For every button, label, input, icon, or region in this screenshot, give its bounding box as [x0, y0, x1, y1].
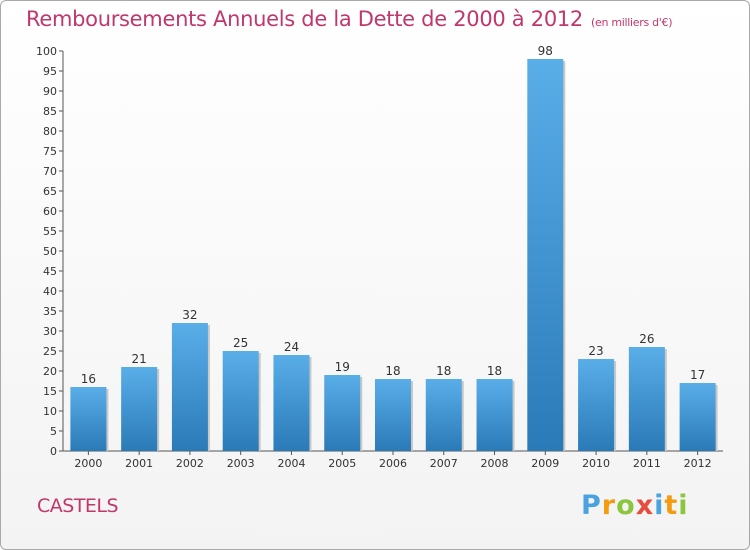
y-tick-label: 85 [43, 105, 57, 118]
data-label-2004: 24 [284, 340, 299, 354]
y-tick-label: 90 [43, 85, 57, 98]
x-tick-label: 2000 [74, 457, 102, 470]
commune-name: CASTELS [37, 495, 119, 517]
bar-2003[interactable] [222, 351, 259, 451]
y-tick-label: 30 [43, 325, 57, 338]
data-label-2007: 18 [436, 364, 451, 378]
chart-axes: 0 5 10 15 20 25 30 35 40 45 50 55 60 65 70 75 80 85 90 95 10… [36, 45, 723, 470]
y-tick-label: 80 [43, 125, 57, 138]
data-label-2005: 19 [335, 360, 350, 374]
chart-subtitle: (en milliers d'€) [591, 16, 673, 29]
x-tick-label: 2008 [481, 457, 509, 470]
data-label-2011: 26 [639, 332, 654, 346]
y-tick-label: 70 [43, 165, 57, 178]
proxiti-logo: Proxiti [581, 490, 689, 521]
bar-2009[interactable] [527, 59, 564, 451]
y-tick-label: 20 [43, 365, 57, 378]
bar-2002[interactable] [171, 323, 208, 451]
y-tick-label: 45 [43, 265, 57, 278]
x-tick-label: 2001 [125, 457, 153, 470]
bar-2001[interactable] [121, 367, 158, 451]
data-label-2002: 32 [182, 308, 197, 322]
data-label-2009: 98 [538, 44, 553, 58]
chart-title-text: Remboursements Annuels de la Dette de 20… [26, 7, 583, 31]
data-label-2012: 17 [690, 368, 705, 382]
x-tick-label: 2012 [684, 457, 712, 470]
bar-2000[interactable] [70, 387, 107, 451]
x-tick-label: 2003 [227, 457, 255, 470]
bar-2010[interactable] [578, 359, 615, 451]
x-tick-label: 2009 [531, 457, 559, 470]
bar-2008[interactable] [476, 379, 513, 451]
y-tick-label: 40 [43, 285, 57, 298]
y-tick-label: 50 [43, 245, 57, 258]
bar-2011[interactable] [628, 347, 665, 451]
bar-2012[interactable] [679, 383, 716, 451]
y-tick-label: 0 [50, 445, 57, 458]
chart-bars [70, 59, 718, 451]
y-tick-label: 35 [43, 305, 57, 318]
y-tick-label: 25 [43, 345, 57, 358]
bar-2004[interactable] [273, 355, 310, 451]
data-label-2003: 25 [233, 336, 248, 350]
x-tick-label: 2006 [379, 457, 407, 470]
chart-data-labels: 16 21 32 25 24 19 18 18 18 98 23 26 17 [81, 44, 706, 386]
y-tick-label: 75 [43, 145, 57, 158]
x-tick-label: 2010 [582, 457, 610, 470]
data-label-2001: 21 [132, 352, 147, 366]
data-label-2000: 16 [81, 372, 96, 386]
y-tick-label: 55 [43, 225, 57, 238]
y-tick-label: 100 [36, 45, 57, 58]
x-tick-label: 2002 [176, 457, 204, 470]
y-tick-label: 5 [50, 425, 57, 438]
y-tick-label: 10 [43, 405, 57, 418]
bar-2005[interactable] [324, 375, 361, 451]
y-tick-label: 15 [43, 385, 57, 398]
x-tick-label: 2004 [277, 457, 305, 470]
chart-title: Remboursements Annuels de la Dette de 20… [26, 7, 672, 31]
x-tick-label: 2011 [633, 457, 661, 470]
x-tick-label: 2007 [430, 457, 458, 470]
y-tick-label: 65 [43, 185, 57, 198]
bar-2006[interactable] [375, 379, 411, 451]
y-tick-label: 95 [43, 65, 57, 78]
bar-2007[interactable] [425, 379, 462, 451]
x-tick-label: 2005 [328, 457, 356, 470]
y-tick-label: 60 [43, 205, 57, 218]
data-label-2010: 23 [588, 344, 603, 358]
data-label-2008: 18 [487, 364, 502, 378]
data-label-2006: 18 [385, 364, 400, 378]
